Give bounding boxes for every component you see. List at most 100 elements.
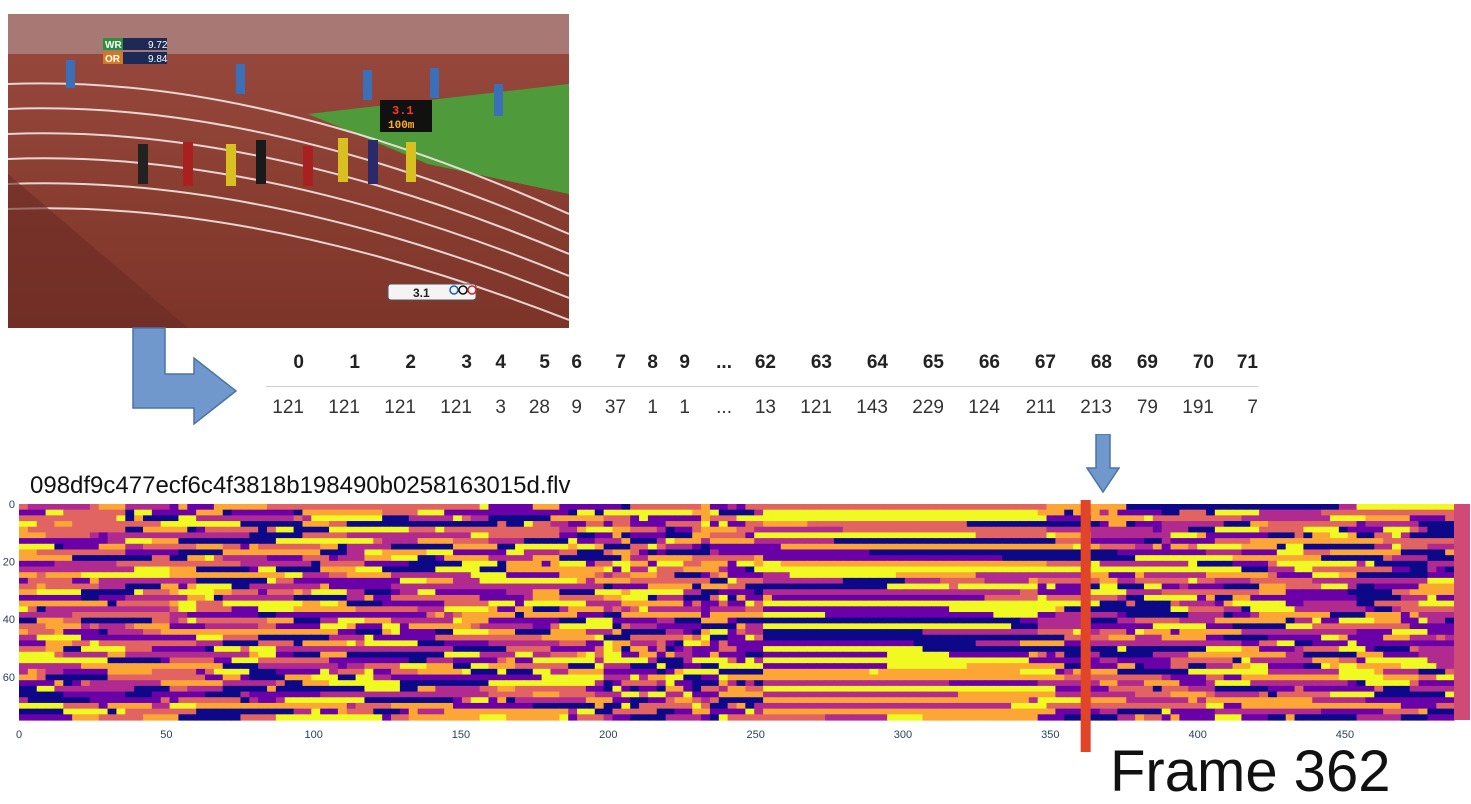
heatmap-cell <box>470 674 481 681</box>
heatmap-cell <box>612 612 622 619</box>
heatmap-cell <box>435 515 445 522</box>
heatmap-cell <box>1064 583 1074 590</box>
heatmap-cell <box>940 521 950 528</box>
heatmap-cell <box>399 612 410 619</box>
heatmap-cell <box>754 532 764 539</box>
heatmap-cell <box>178 589 188 596</box>
heatmap-cell <box>337 594 348 602</box>
heatmap-cell <box>1409 572 1420 579</box>
heatmap-cell <box>630 543 640 551</box>
heatmap-cell <box>1383 549 1393 556</box>
heatmap-cell <box>399 640 410 647</box>
heatmap-cell <box>674 555 684 562</box>
heatmap-cell <box>1383 623 1393 630</box>
heatmap-cell <box>125 555 135 562</box>
heatmap-cell <box>346 629 357 636</box>
heatmap-cell <box>134 663 144 670</box>
heatmap-cell <box>1135 521 1145 528</box>
heatmap-cell <box>975 509 986 516</box>
heatmap-cell <box>825 532 835 539</box>
heatmap-cell <box>284 651 295 659</box>
heatmap-cell <box>780 521 791 528</box>
heatmap-cell <box>1259 640 1269 647</box>
heatmap-cell <box>1011 504 1021 511</box>
heatmap-cell <box>1365 572 1375 579</box>
heatmap-cell <box>293 577 304 585</box>
heatmap-cell <box>116 583 126 590</box>
heatmap-cell <box>532 577 543 585</box>
heatmap-cell <box>506 560 516 568</box>
heatmap-cell <box>1391 577 1402 585</box>
heatmap-cell <box>98 606 109 613</box>
heatmap-cell <box>825 515 835 522</box>
heatmap-cell <box>399 543 410 551</box>
heatmap-cell <box>842 617 853 624</box>
heatmap-cell <box>1090 668 1101 676</box>
heatmap-cell <box>683 555 693 562</box>
table-cell: 229 <box>912 397 944 418</box>
heatmap-cell <box>240 583 250 590</box>
heatmap-cell <box>1037 526 1048 534</box>
heatmap-cell <box>125 538 135 545</box>
heatmap-cell <box>240 589 250 596</box>
heatmap-cell <box>1427 549 1437 556</box>
heatmap-cell <box>727 583 738 590</box>
heatmap-cell <box>1427 560 1437 568</box>
heatmap-cell <box>284 577 295 585</box>
heatmap-cell <box>399 623 410 630</box>
heatmap-cell <box>311 600 321 607</box>
heatmap-cell <box>603 617 614 624</box>
heatmap-cell <box>647 668 658 676</box>
heatmap-cell <box>187 594 197 602</box>
heatmap-cell <box>532 566 543 573</box>
heatmap-cell <box>160 543 171 551</box>
heatmap-cell <box>931 623 941 630</box>
table-column-header: ... <box>690 348 732 387</box>
heatmap-cell <box>931 543 941 551</box>
heatmap-cell <box>116 555 126 562</box>
heatmap-cell <box>1365 646 1375 653</box>
heatmap-cell <box>45 538 56 545</box>
heatmap-cell <box>249 657 259 664</box>
heatmap-cell <box>1188 629 1198 636</box>
heatmap-cell <box>1409 651 1420 659</box>
heatmap-cell <box>550 555 560 562</box>
heatmap-cell <box>293 594 304 602</box>
heatmap-cell <box>780 594 791 602</box>
heatmap-cell <box>373 549 383 556</box>
heatmap-cell <box>143 668 153 676</box>
heatmap-cell <box>940 555 950 562</box>
heatmap-cell <box>461 606 472 613</box>
table-column-header: 70 <box>1158 348 1214 387</box>
heatmap-cell <box>497 646 507 653</box>
heatmap-cell <box>275 623 286 630</box>
heatmap-cell <box>275 629 286 636</box>
heatmap-cell <box>1241 640 1251 647</box>
heatmap-cell <box>98 640 109 647</box>
heatmap-cell <box>258 646 268 653</box>
heatmap-cell <box>789 657 800 664</box>
heatmap-cell <box>258 504 268 511</box>
heatmap-cell <box>320 560 330 568</box>
heatmap-cell <box>408 674 419 681</box>
heatmap-cell <box>479 515 490 522</box>
heatmap-cell <box>825 577 835 585</box>
heatmap-cell <box>966 515 977 522</box>
heatmap-cell <box>116 646 126 653</box>
heatmap-cell <box>1232 572 1243 579</box>
heatmap-cell <box>1427 572 1437 579</box>
heatmap-cell <box>975 640 986 647</box>
heatmap-cell <box>426 526 436 534</box>
heatmap-cell <box>523 646 534 653</box>
heatmap-cell <box>869 566 879 573</box>
heatmap-cell <box>585 538 596 545</box>
heatmap-cell <box>1179 640 1189 647</box>
heatmap-cell <box>1011 612 1021 619</box>
heatmap-cell <box>231 634 242 642</box>
heatmap-cell <box>1108 543 1118 551</box>
heatmap-cell <box>107 532 118 539</box>
heatmap-cell <box>922 549 932 556</box>
heatmap-cell <box>1383 634 1393 642</box>
heatmap-cell <box>1374 612 1384 619</box>
heatmap-cell <box>311 663 321 670</box>
